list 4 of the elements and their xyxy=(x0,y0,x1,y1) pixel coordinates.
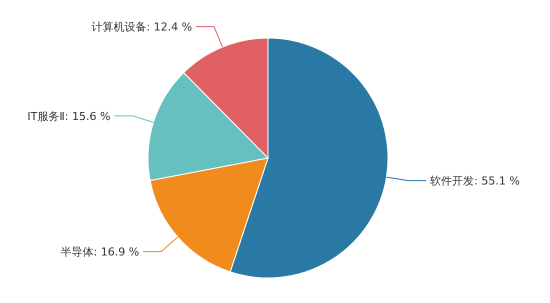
slice-label: 计算机设备: 12.4 % xyxy=(91,20,192,34)
slice-label: 半导体: 16.9 % xyxy=(60,246,140,259)
slice-label: IT服务Ⅱ: 15.6 % xyxy=(27,110,110,123)
slice-label: 软件开发: 55.1 % xyxy=(430,174,520,188)
